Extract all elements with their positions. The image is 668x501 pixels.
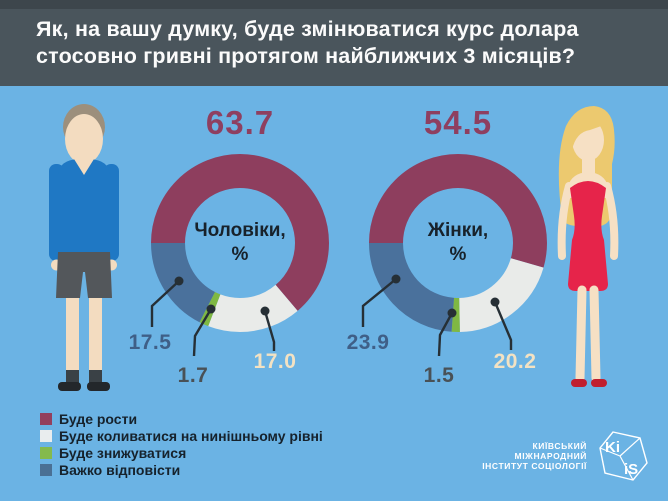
title-line-2: стосовно гривні протягом найближчих 3 мі… — [36, 44, 576, 68]
men-leader-dot-hard — [174, 276, 184, 286]
legend-item-hard: Важко відповісти — [40, 461, 323, 478]
kiis-logo-is: iS — [624, 461, 638, 478]
men-center-line2: % — [231, 244, 249, 265]
man-figure-illustration — [49, 104, 119, 391]
men-leader-line-stable — [263, 310, 276, 351]
women-donut-ring — [369, 154, 547, 332]
woman-right-shoe — [591, 379, 607, 387]
women-leader-dot-hard — [391, 274, 401, 284]
donut-segment-3 — [369, 154, 547, 332]
header-top-strip — [0, 0, 668, 9]
man-left-sock — [66, 370, 79, 383]
kiis-logo-icon: Ki iS — [599, 431, 648, 481]
kiis-org-line3: ІНСТИТУТ СОЦІОЛОГІЇ — [482, 461, 587, 471]
men-leader-dot-down — [206, 304, 216, 314]
woman-left-leg — [575, 285, 587, 383]
legend-label-down: Буде знижуватися — [59, 444, 187, 461]
women-center-label: Жінки, % — [358, 219, 558, 267]
man-left-leg — [66, 298, 79, 374]
men-leader-dot-stable — [260, 306, 270, 316]
man-shorts — [56, 252, 112, 298]
kiis-org-name: КИЇВСЬКИЙ МІЖНАРОДНИЙ ІНСТИТУТ СОЦІОЛОГІ… — [482, 441, 587, 471]
header-bar: Як, на вашу думку, буде змінюватися курс… — [0, 0, 668, 86]
men-center-label: Чоловіки, % — [140, 219, 340, 267]
legend-swatch-stable — [40, 429, 52, 442]
legend-item-grow: Буде рости — [40, 410, 323, 427]
kiis-cube-edges — [599, 437, 641, 481]
legend-swatch-down — [40, 446, 52, 459]
men-down-value: 1.7 — [178, 364, 209, 387]
women-stable-value: 20.2 — [494, 350, 537, 373]
women-donut-svg: 23.9 1.5 20.2 — [347, 154, 547, 387]
man-right-shoe — [87, 382, 110, 391]
men-hard-value: 17.5 — [129, 331, 172, 354]
legend-swatch-grow — [40, 412, 52, 425]
donut-segment-2 — [369, 154, 547, 332]
donut-segment-3 — [151, 154, 329, 332]
women-leader-line-stable — [493, 301, 513, 350]
donut-chart-women: 54.5 23.9 1.5 20.2 Жінки, % — [338, 104, 578, 430]
man-face — [65, 114, 103, 164]
man-left-shoe — [58, 382, 81, 391]
woman-figure-illustration — [557, 106, 619, 387]
men-leader-line-down — [192, 308, 213, 357]
men-donut-svg: 17.5 1.7 17.0 — [129, 154, 329, 387]
woman-neck — [582, 156, 595, 174]
women-leader-dot-stable — [490, 297, 500, 307]
men-leader-line-hard — [150, 280, 180, 327]
woman-left-shoe — [571, 379, 587, 387]
donut-segment-1 — [151, 154, 329, 332]
man-sweater — [58, 159, 110, 252]
women-leader-line-hard — [361, 278, 397, 327]
kiis-org-line2: МІЖНАРОДНИЙ — [514, 451, 587, 461]
legend: Буде рости Буде коливатися на нинішньому… — [40, 410, 323, 478]
women-grow-value: 54.5 — [423, 104, 493, 141]
men-stable-value: 17.0 — [254, 350, 297, 373]
men-donut-ring — [151, 154, 329, 332]
legend-label-hard: Важко відповісти — [59, 461, 181, 478]
kiis-org-line1: КИЇВСЬКИЙ — [532, 441, 587, 451]
women-center-line2: % — [449, 244, 467, 265]
woman-right-leg — [589, 285, 601, 383]
legend-item-stable: Буде коливатися на нинішньому рівні — [40, 427, 323, 444]
page-title: Як, на вашу думку, буде змінюватися курс… — [36, 16, 579, 70]
women-leader-line-down — [437, 312, 454, 357]
legend-label-stable: Буде коливатися на нинішньому рівні — [59, 427, 323, 444]
woman-right-arm — [603, 182, 619, 260]
woman-left-arm — [557, 182, 573, 260]
kiis-branding: КИЇВСЬКИЙ МІЖНАРОДНИЙ ІНСТИТУТ СОЦІОЛОГІ… — [482, 430, 652, 482]
woman-hair-fringe — [568, 111, 607, 150]
man-right-sock — [89, 370, 102, 383]
women-hard-value: 23.9 — [347, 331, 390, 354]
man-right-leg — [89, 298, 102, 374]
legend-swatch-hard — [40, 463, 52, 476]
men-center-line1: Чоловіки, — [194, 220, 286, 241]
title-line-1: Як, на вашу думку, буде змінюватися курс… — [36, 17, 579, 41]
man-vneck — [74, 159, 94, 175]
men-grow-value: 63.7 — [205, 104, 275, 141]
women-center-line1: Жінки, — [427, 220, 489, 241]
kiis-logo-ki: Ki — [605, 439, 620, 456]
legend-item-down: Буде знижуватися — [40, 444, 323, 461]
donut-chart-men: 63.7 17.5 1.7 17.0 Чоловіки, % — [120, 104, 360, 430]
legend-label-grow: Буде рости — [59, 410, 138, 427]
woman-dress — [568, 181, 608, 291]
women-down-value: 1.5 — [424, 364, 455, 387]
women-leader-dot-down — [447, 308, 457, 318]
